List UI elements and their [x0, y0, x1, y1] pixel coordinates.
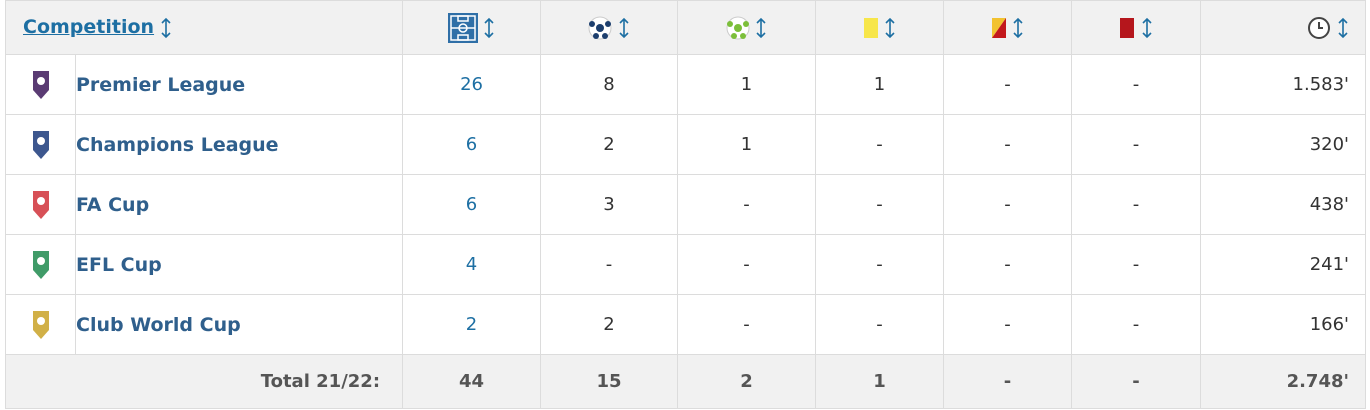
sort-arrows — [885, 17, 895, 38]
assists-cell: 1 — [677, 114, 817, 175]
competition-row: EFL Cup 4- - - - -241' — [5, 234, 1367, 295]
red-cell: - — [1071, 294, 1202, 355]
competition-logo — [32, 310, 49, 339]
yellow-cell: - — [815, 114, 945, 175]
total-appearances: 44 — [402, 354, 542, 409]
appearances-cell[interactable]: 4 — [402, 234, 542, 295]
yellow-cell: - — [815, 174, 945, 235]
sort-arrows — [161, 17, 171, 39]
red-cell: - — [1071, 54, 1202, 115]
assist-ball-icon — [726, 16, 750, 39]
appearances-cell[interactable]: 26 — [402, 54, 542, 115]
yellow-cell: - — [815, 294, 945, 355]
total-minutes: 2.748' — [1200, 354, 1367, 409]
red-cell: - — [1071, 114, 1202, 175]
yellow-red-cell: - — [943, 54, 1073, 115]
minutes-cell: 1.583' — [1200, 54, 1367, 115]
minutes-cell: 438' — [1200, 174, 1367, 235]
minutes-cell: 320' — [1200, 114, 1367, 175]
sort-arrows — [1338, 17, 1348, 38]
total-label: Total 21/22: — [4, 354, 404, 409]
total-goals: 15 — [540, 354, 679, 409]
logo-cell — [5, 54, 76, 115]
total-assists: 2 — [677, 354, 817, 409]
competition-row: Champions League 6 2 1- - -320' — [5, 114, 1367, 175]
competition-name[interactable]: FA Cup — [74, 174, 404, 235]
table-body: Premier League 26 8 1 1- -1.583' Champions Lea… — [5, 54, 1367, 355]
goals-cell: 3 — [540, 174, 679, 235]
goals-cell: 2 — [540, 294, 679, 355]
goals-cell: 8 — [540, 54, 679, 115]
competition-row: Club World Cup 2 2- - - -166' — [5, 294, 1367, 355]
appearances-header[interactable] — [402, 0, 542, 55]
sort-arrows — [1142, 17, 1152, 38]
ball-icon — [588, 16, 612, 39]
logo-cell — [5, 294, 76, 355]
red-header[interactable] — [1071, 0, 1202, 55]
sort-arrows — [756, 17, 766, 38]
yellow-red-cell: - — [943, 174, 1073, 235]
logo-cell — [5, 114, 76, 175]
logo-cell — [5, 174, 76, 235]
competition-name[interactable]: EFL Cup — [74, 234, 404, 295]
total-red: - — [1071, 354, 1202, 409]
red-card-icon — [1120, 17, 1135, 38]
total-yellow-red: - — [943, 354, 1073, 409]
pitch-icon — [447, 12, 478, 43]
competition-row: FA Cup 6 3- - - -438' — [5, 174, 1367, 235]
logo-cell — [5, 234, 76, 295]
red-cell: - — [1071, 234, 1202, 295]
appearances-cell[interactable]: 6 — [402, 114, 542, 175]
goals-cell: - — [540, 234, 679, 295]
yellow-red-cell: - — [943, 114, 1073, 175]
yellow-card-icon — [863, 17, 878, 38]
yellow-cell: 1 — [815, 54, 945, 115]
appearances-cell[interactable]: 6 — [402, 174, 542, 235]
assists-cell: - — [677, 234, 817, 295]
stats-table: Competition Premier League 26 8 1 1- -1.583' C… — [4, 0, 1367, 409]
total-yellow: 1 — [815, 354, 945, 409]
assists-cell: 1 — [677, 54, 817, 115]
sort-arrows — [619, 17, 629, 38]
competition-row: Premier League 26 8 1 1- -1.583' — [5, 54, 1367, 115]
yellow-cell: - — [815, 234, 945, 295]
table-header: Competition — [4, 0, 1367, 55]
table-footer: Total 21/22: 44 15 2 1 - - 2.748' — [4, 354, 1367, 409]
competition-header[interactable]: Competition — [4, 0, 404, 55]
yellow-red-cell: - — [943, 234, 1073, 295]
competition-name[interactable]: Club World Cup — [74, 294, 404, 355]
appearances-cell[interactable]: 2 — [402, 294, 542, 355]
yellow-red-header[interactable] — [943, 0, 1073, 55]
red-cell: - — [1071, 174, 1202, 235]
minutes-cell: 241' — [1200, 234, 1367, 295]
sort-arrows — [484, 17, 494, 38]
competition-logo — [32, 190, 49, 219]
yellow-red-card-icon — [991, 17, 1006, 38]
assists-header[interactable] — [677, 0, 817, 55]
yellow-header[interactable] — [815, 0, 945, 55]
competition-logo — [32, 130, 49, 159]
sort-arrows — [1013, 17, 1023, 38]
competition-name[interactable]: Champions League — [74, 114, 404, 175]
competition-logo — [32, 70, 49, 99]
goals-header[interactable] — [540, 0, 679, 55]
goals-cell: 2 — [540, 114, 679, 175]
minutes-cell: 166' — [1200, 294, 1367, 355]
minutes-header[interactable] — [1200, 0, 1367, 55]
yellow-red-cell: - — [943, 294, 1073, 355]
assists-cell: - — [677, 294, 817, 355]
clock-icon — [1308, 16, 1331, 39]
competition-name[interactable]: Premier League — [74, 54, 404, 115]
assists-cell: - — [677, 174, 817, 235]
competition-sort-link[interactable]: Competition — [23, 16, 155, 38]
competition-logo — [32, 250, 49, 279]
